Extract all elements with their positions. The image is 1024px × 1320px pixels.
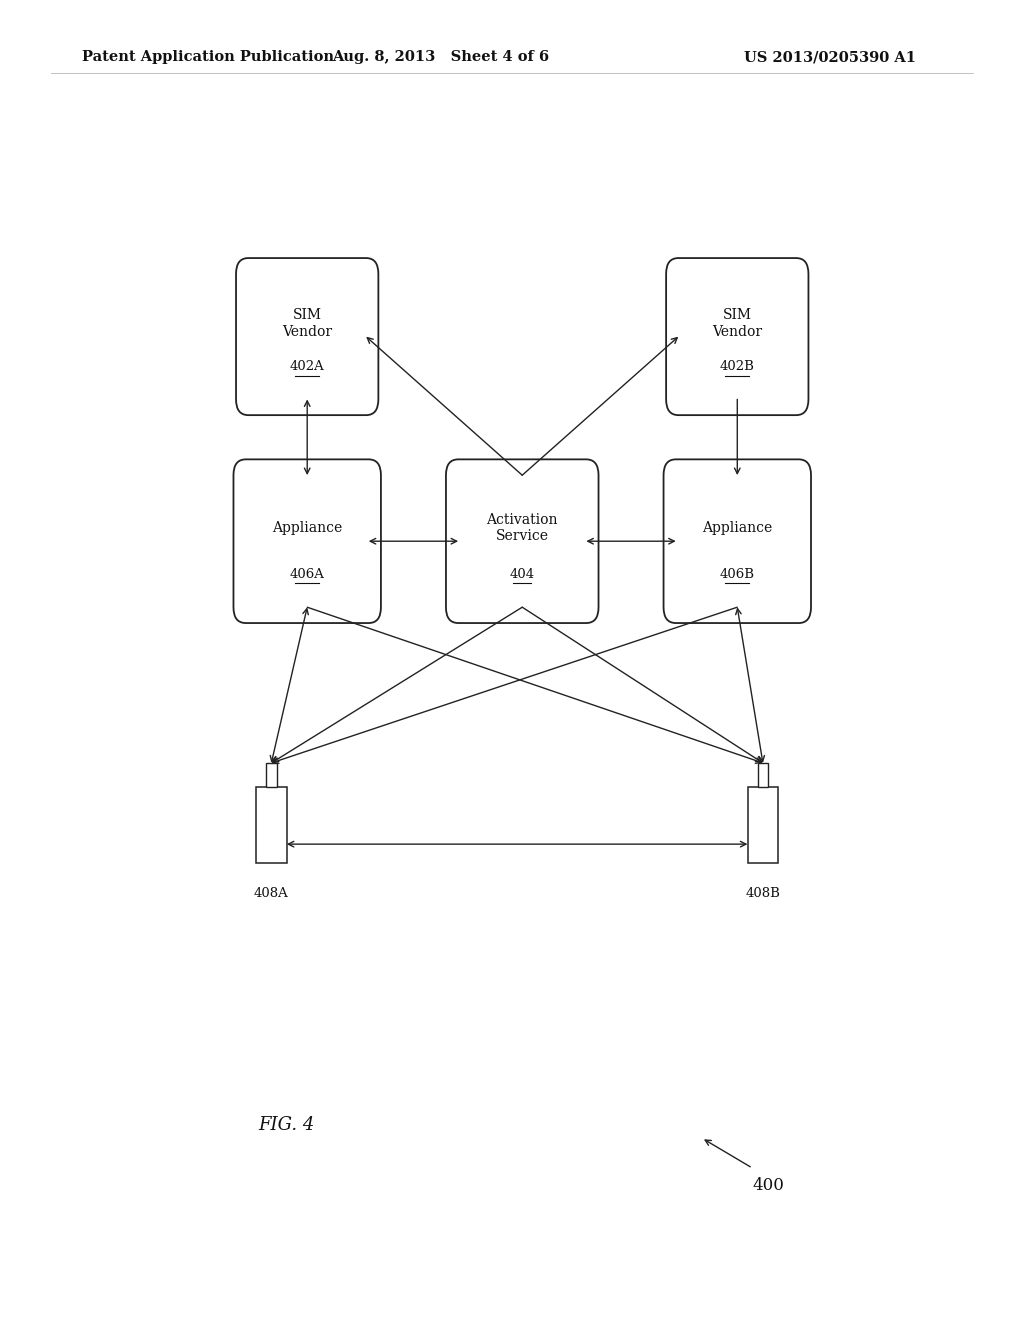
- Text: 402B: 402B: [720, 360, 755, 372]
- Text: Activation
Service: Activation Service: [486, 513, 558, 543]
- Text: 400: 400: [753, 1177, 784, 1195]
- Text: 408B: 408B: [745, 887, 780, 900]
- Text: Patent Application Publication: Patent Application Publication: [82, 50, 334, 65]
- Bar: [758, 763, 768, 787]
- FancyBboxPatch shape: [446, 459, 598, 623]
- Bar: [266, 763, 276, 787]
- Bar: [748, 787, 778, 863]
- FancyBboxPatch shape: [666, 259, 809, 414]
- Text: 406A: 406A: [290, 568, 325, 581]
- Text: 406B: 406B: [720, 568, 755, 581]
- FancyBboxPatch shape: [236, 259, 379, 414]
- FancyBboxPatch shape: [233, 459, 381, 623]
- Text: SIM
Vendor: SIM Vendor: [283, 309, 332, 338]
- Text: US 2013/0205390 A1: US 2013/0205390 A1: [744, 50, 916, 65]
- Text: Appliance: Appliance: [272, 521, 342, 535]
- Text: FIG. 4: FIG. 4: [258, 1115, 315, 1134]
- Text: 408A: 408A: [254, 887, 289, 900]
- Text: 404: 404: [510, 568, 535, 581]
- FancyBboxPatch shape: [664, 459, 811, 623]
- Text: 402A: 402A: [290, 360, 325, 372]
- Bar: [256, 787, 287, 863]
- Text: Aug. 8, 2013   Sheet 4 of 6: Aug. 8, 2013 Sheet 4 of 6: [332, 50, 549, 65]
- Text: SIM
Vendor: SIM Vendor: [713, 309, 762, 338]
- Text: Appliance: Appliance: [702, 521, 772, 535]
